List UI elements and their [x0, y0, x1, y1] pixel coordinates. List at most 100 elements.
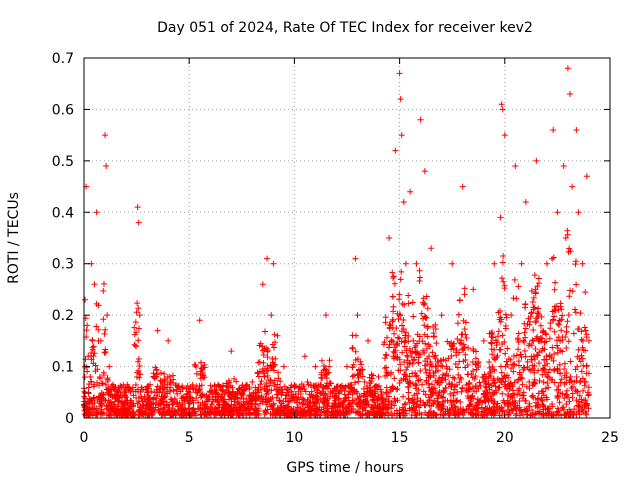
- data-point: [271, 382, 278, 389]
- data-point: [452, 404, 459, 411]
- data-point: [458, 331, 465, 338]
- data-point: [219, 404, 226, 411]
- data-point: [86, 381, 93, 388]
- data-point: [193, 370, 200, 377]
- data-point: [555, 334, 562, 341]
- data-point: [371, 399, 378, 406]
- data-point: [497, 308, 504, 315]
- data-point: [496, 412, 503, 419]
- data-point: [502, 374, 509, 381]
- data-point: [501, 338, 508, 345]
- data-point: [460, 346, 467, 353]
- data-point: [135, 219, 142, 226]
- data-point: [335, 387, 342, 394]
- data-point: [531, 376, 538, 383]
- data-point: [398, 132, 405, 139]
- data-point: [504, 403, 511, 410]
- data-point: [421, 313, 428, 320]
- data-point: [254, 370, 261, 377]
- data-point: [389, 412, 396, 419]
- data-point: [558, 412, 565, 419]
- data-point: [262, 396, 269, 403]
- data-point: [401, 339, 408, 346]
- data-point: [137, 389, 144, 396]
- data-point: [150, 404, 157, 411]
- data-point: [235, 386, 242, 393]
- data-point: [223, 380, 230, 387]
- data-point: [130, 392, 137, 399]
- data-point: [558, 316, 565, 323]
- data-point: [351, 372, 358, 379]
- data-point: [102, 132, 109, 139]
- data-point: [510, 295, 517, 302]
- data-point: [549, 255, 556, 262]
- data-point: [298, 381, 305, 388]
- data-point: [127, 399, 134, 406]
- data-point: [236, 385, 243, 392]
- data-point: [529, 337, 536, 344]
- data-point: [414, 398, 421, 405]
- data-point: [393, 354, 399, 361]
- data-point: [450, 389, 457, 396]
- x-tick-label: 0: [80, 430, 89, 446]
- data-point: [355, 366, 362, 373]
- data-point: [255, 389, 262, 396]
- data-point: [297, 405, 304, 412]
- data-point: [438, 407, 445, 414]
- data-point: [393, 341, 400, 348]
- data-point: [96, 382, 103, 389]
- data-point: [583, 331, 590, 338]
- data-point: [161, 412, 168, 419]
- data-point: [160, 398, 167, 405]
- data-point: [432, 377, 439, 384]
- data-point: [113, 388, 120, 395]
- data-point: [561, 395, 568, 402]
- data-point: [221, 412, 228, 419]
- data-point: [471, 375, 478, 382]
- data-point: [257, 381, 264, 388]
- data-point: [553, 386, 560, 393]
- data-point: [392, 147, 399, 154]
- data-point: [311, 384, 318, 391]
- data-point: [112, 384, 119, 391]
- data-point: [364, 392, 371, 399]
- data-point: [429, 391, 436, 398]
- data-point: [179, 402, 186, 409]
- data-point: [382, 314, 389, 321]
- data-point: [264, 255, 271, 262]
- data-point: [579, 344, 586, 351]
- data-point: [459, 183, 466, 190]
- data-point: [540, 392, 547, 399]
- data-point: [559, 312, 566, 319]
- data-point: [405, 338, 412, 345]
- data-point: [305, 408, 312, 415]
- data-point: [85, 390, 92, 397]
- data-point: [349, 344, 356, 351]
- data-point: [271, 331, 278, 338]
- data-point: [406, 405, 413, 412]
- data-point: [270, 344, 277, 351]
- data-point: [558, 376, 565, 383]
- data-point: [567, 358, 574, 365]
- data-point: [269, 355, 276, 362]
- data-point: [91, 281, 98, 288]
- data-point: [472, 361, 479, 368]
- data-point: [530, 326, 537, 333]
- data-point: [541, 356, 548, 363]
- data-point: [260, 351, 267, 358]
- data-point: [314, 407, 321, 414]
- data-point: [353, 332, 360, 339]
- data-point: [512, 399, 519, 406]
- data-point: [267, 379, 274, 386]
- data-point: [326, 363, 333, 370]
- data-point: [349, 373, 356, 380]
- data-point: [557, 379, 564, 386]
- data-point: [580, 362, 587, 369]
- data-point: [432, 363, 439, 370]
- data-point: [473, 348, 480, 355]
- data-point: [130, 412, 137, 419]
- data-point: [93, 323, 100, 330]
- data-point: [339, 399, 346, 406]
- plot-frame: [83, 57, 611, 419]
- data-point: [439, 363, 446, 370]
